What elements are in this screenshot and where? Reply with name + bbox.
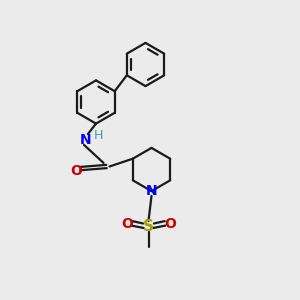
Text: O: O: [70, 164, 83, 178]
Text: N: N: [80, 133, 91, 146]
Text: H: H: [93, 129, 103, 142]
Text: S: S: [143, 219, 154, 234]
Text: O: O: [164, 217, 176, 231]
Text: O: O: [121, 217, 133, 231]
Text: N: N: [146, 184, 157, 198]
